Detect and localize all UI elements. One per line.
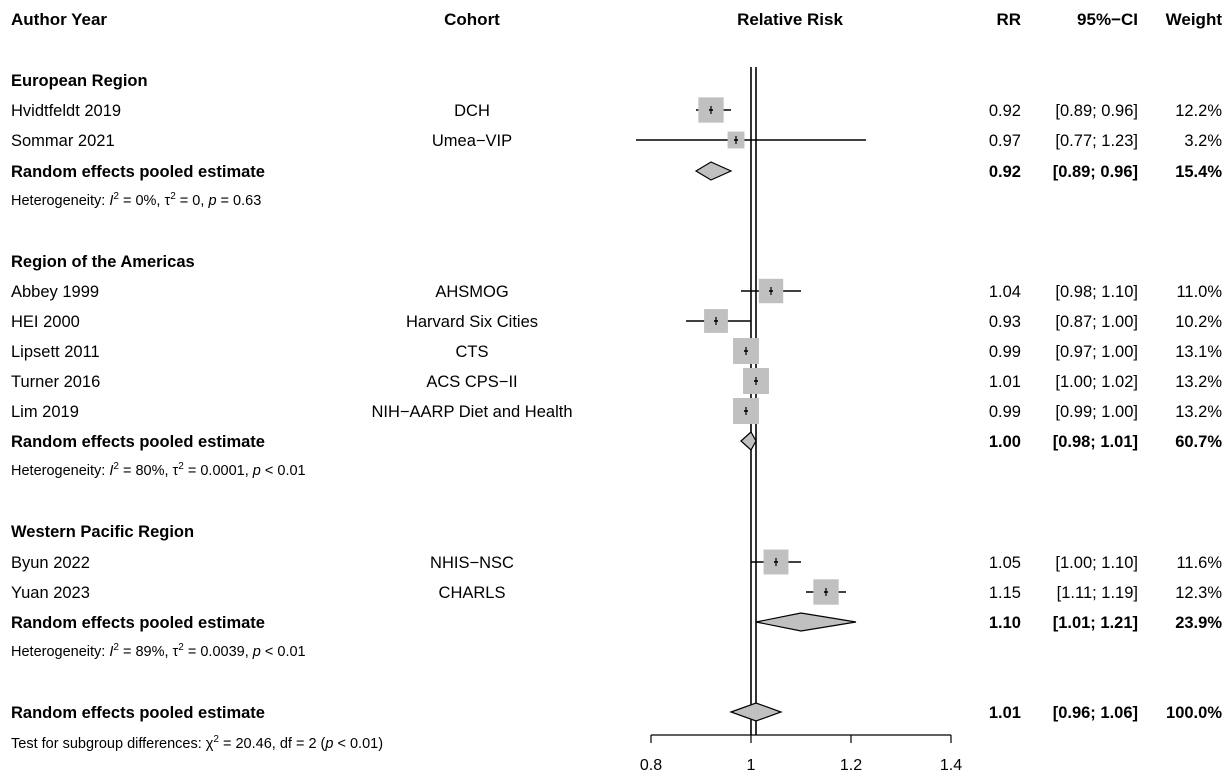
header-weight: Weight xyxy=(1166,10,1223,29)
group-1-heterogeneity: Heterogeneity: I2 = 0%, τ2 = 0, p = 0.63 xyxy=(11,191,261,209)
group-3-study-2-ci: [1.11; 1.19] xyxy=(1057,584,1138,602)
group-3-study-1-cohort: NHIS−NSC xyxy=(430,554,514,572)
group-3-pooled-label: Random effects pooled estimate xyxy=(11,614,265,632)
group-2-heterogeneity: Heterogeneity: I2 = 80%, τ2 = 0.0001, p … xyxy=(11,461,306,479)
group-2-study-2-cohort: Harvard Six Cities xyxy=(406,313,538,331)
group-2-pooled-ci: [0.98; 1.01] xyxy=(1053,433,1138,451)
group-2-study-5-rr: 0.99 xyxy=(989,403,1021,421)
group-3-study-2-author: Yuan 2023 xyxy=(11,584,90,602)
group-2-study-2-ci: [0.87; 1.00] xyxy=(1055,313,1138,331)
group-2-pooled-diamond xyxy=(740,431,757,451)
group-1-study-1-ci: [0.89; 0.96] xyxy=(1055,102,1138,120)
overall-pooled-weight: 100.0% xyxy=(1166,704,1222,722)
group-2-study-5-author: Lim 2019 xyxy=(11,403,79,421)
group-2-study-3-author: Lipsett 2011 xyxy=(11,343,100,361)
group-2-title: Region of the Americas xyxy=(11,253,195,271)
group-2-pooled-label: Random effects pooled estimate xyxy=(11,433,265,451)
group-3-pooled-rr: 1.10 xyxy=(989,614,1021,632)
group-2-study-4-rr: 1.01 xyxy=(989,373,1021,391)
group-2-study-2-weight: 10.2% xyxy=(1175,313,1222,331)
overall-pooled-label: Random effects pooled estimate xyxy=(11,704,265,722)
group-3-title: Western Pacific Region xyxy=(11,523,194,541)
group-2-study-5-weight: 13.2% xyxy=(1175,403,1222,421)
group-1-study-2-author: Sommar 2021 xyxy=(11,132,115,150)
x-tick-label-2: 1 xyxy=(747,757,756,774)
group-3-pooled-weight: 23.9% xyxy=(1175,614,1222,632)
group-2-study-1-rr: 1.04 xyxy=(989,283,1021,301)
group-2-study-2-author: HEI 2000 xyxy=(11,313,80,331)
group-3-study-1-ci: [1.00; 1.10] xyxy=(1055,554,1138,572)
header-author-year: Author Year xyxy=(11,10,107,29)
group-2-study-5-cohort: NIH−AARP Diet and Health xyxy=(371,403,572,421)
group-1-study-1-cohort: DCH xyxy=(454,102,490,120)
group-1-study-2-cohort: Umea−VIP xyxy=(432,132,512,150)
header-relative-risk: Relative Risk xyxy=(737,10,843,29)
group-2-study-3-rr: 0.99 xyxy=(989,343,1021,361)
group-3-study-2-rr: 1.15 xyxy=(989,584,1021,602)
group-1-study-1-weight: 12.2% xyxy=(1175,102,1222,120)
group-2-study-1-ci: [0.98; 1.10] xyxy=(1055,283,1138,301)
subgroup-test: Test for subgroup differences: χ2 = 20.4… xyxy=(11,734,383,752)
group-2-pooled-rr: 1.00 xyxy=(989,433,1021,451)
x-tick-label-1: 0.8 xyxy=(640,757,662,774)
group-2-study-4-weight: 13.2% xyxy=(1175,373,1222,391)
group-3-study-1-author: Byun 2022 xyxy=(11,554,90,572)
group-1-study-1-rr: 0.92 xyxy=(989,102,1021,120)
group-2-study-1-author: Abbey 1999 xyxy=(11,283,99,301)
group-1-study-2-weight: 3.2% xyxy=(1184,132,1222,150)
x-tick-label-4: 1.4 xyxy=(940,757,962,774)
group-2-study-1-cohort: AHSMOG xyxy=(435,283,508,301)
group-3-study-1-weight: 11.6% xyxy=(1176,554,1222,572)
group-1-pooled-rr: 0.92 xyxy=(989,163,1021,181)
group-1-study-1-author: Hvidtfeldt 2019 xyxy=(11,102,121,120)
group-3-pooled-ci: [1.01; 1.21] xyxy=(1053,614,1138,632)
group-2-pooled-weight: 60.7% xyxy=(1175,433,1222,451)
group-3-study-1-rr: 1.05 xyxy=(989,554,1021,572)
group-2-study-5-ci: [0.99; 1.00] xyxy=(1055,403,1138,421)
group-3-pooled-diamond xyxy=(755,612,857,632)
group-2-study-3-cohort: CTS xyxy=(456,343,489,361)
overall-pooled-ci: [0.96; 1.06] xyxy=(1053,704,1138,722)
group-3-heterogeneity: Heterogeneity: I2 = 89%, τ2 = 0.0039, p … xyxy=(11,642,306,660)
group-2-study-4-author: Turner 2016 xyxy=(11,373,100,391)
group-2-study-3-weight: 13.1% xyxy=(1175,343,1222,361)
group-1-study-2-ci: [0.77; 1.23] xyxy=(1055,132,1138,150)
group-1-pooled-ci: [0.89; 0.96] xyxy=(1053,163,1138,181)
header-ci: 95%−CI xyxy=(1077,10,1138,29)
group-2-study-3-ci: [0.97; 1.00] xyxy=(1055,343,1138,361)
group-2-study-2-rr: 0.93 xyxy=(989,313,1021,331)
group-3-study-2-weight: 12.3% xyxy=(1175,584,1222,602)
header-cohort: Cohort xyxy=(444,10,500,29)
group-1-pooled-label: Random effects pooled estimate xyxy=(11,163,265,181)
group-1-pooled-diamond xyxy=(694,161,733,181)
group-1-title: European Region xyxy=(11,72,148,90)
group-3-study-2-cohort: CHARLS xyxy=(439,584,506,602)
group-2-study-4-ci: [1.00; 1.02] xyxy=(1055,373,1138,391)
header-rr: RR xyxy=(996,10,1021,29)
x-tick-label-3: 1.2 xyxy=(840,757,862,774)
overall-pooled-diamond xyxy=(729,702,783,722)
group-1-study-2-rr: 0.97 xyxy=(989,132,1021,150)
group-2-study-1-weight: 11.0% xyxy=(1176,283,1222,301)
group-1-pooled-weight: 15.4% xyxy=(1175,163,1222,181)
overall-pooled-rr: 1.01 xyxy=(989,704,1021,722)
group-2-study-4-cohort: ACS CPS−II xyxy=(426,373,517,391)
